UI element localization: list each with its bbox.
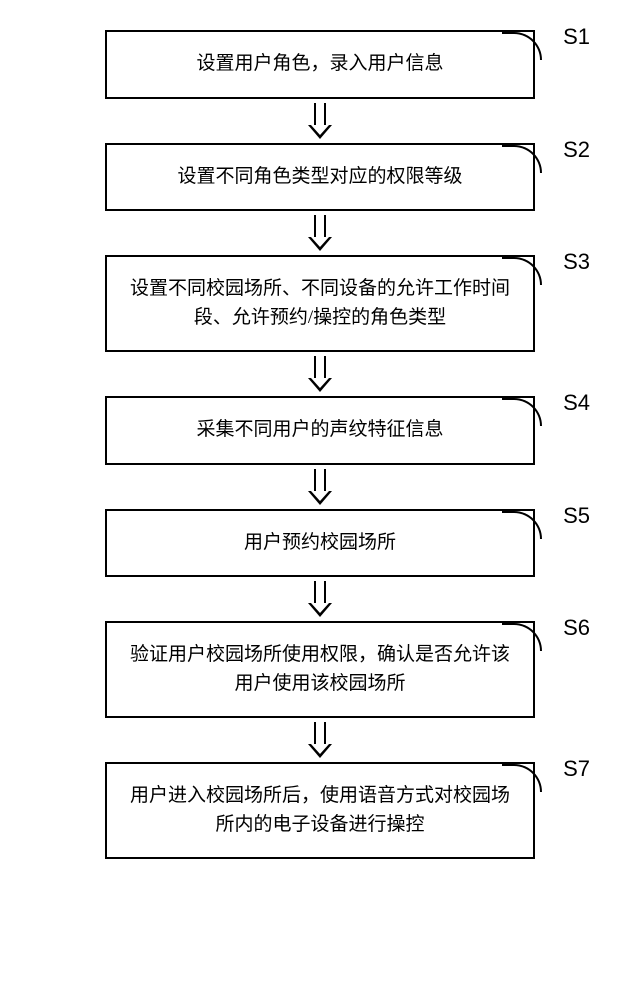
step-text-2: 设置不同角色类型对应的权限等级 [177, 163, 462, 192]
step-label-5: S5 [563, 503, 590, 529]
step-wrap-4: 采集不同用户的声纹特征信息 S4 [40, 396, 600, 465]
arrow-6 [308, 722, 332, 758]
connector-curve-4 [502, 398, 542, 426]
step-label-3: S3 [563, 249, 590, 275]
step-wrap-7: 用户进入校园场所后，使用语音方式对校园场所内的电子设备进行操控 S7 [40, 762, 600, 859]
step-wrap-2: 设置不同角色类型对应的权限等级 S2 [40, 143, 600, 212]
step-box-2: 设置不同角色类型对应的权限等级 [105, 143, 535, 212]
step-text-6: 验证用户校园场所使用权限，确认是否允许该用户使用该校园场所 [127, 641, 513, 698]
connector-curve-2 [502, 145, 542, 173]
step-label-4: S4 [563, 390, 590, 416]
arrow-1 [308, 103, 332, 139]
step-wrap-3: 设置不同校园场所、不同设备的允许工作时间段、允许预约/操控的角色类型 S3 [40, 255, 600, 352]
step-box-1: 设置用户角色，录入用户信息 [105, 30, 535, 99]
step-box-6: 验证用户校园场所使用权限，确认是否允许该用户使用该校园场所 [105, 621, 535, 718]
step-label-7: S7 [563, 756, 590, 782]
step-text-1: 设置用户角色，录入用户信息 [196, 50, 443, 79]
step-label-6: S6 [563, 615, 590, 641]
step-box-5: 用户预约校园场所 [105, 509, 535, 578]
step-text-3: 设置不同校园场所、不同设备的允许工作时间段、允许预约/操控的角色类型 [127, 275, 513, 332]
arrow-3 [308, 356, 332, 392]
step-box-3: 设置不同校园场所、不同设备的允许工作时间段、允许预约/操控的角色类型 [105, 255, 535, 352]
connector-curve-6 [502, 623, 542, 651]
step-label-1: S1 [563, 24, 590, 50]
arrow-2 [308, 215, 332, 251]
step-text-7: 用户进入校园场所后，使用语音方式对校园场所内的电子设备进行操控 [127, 782, 513, 839]
step-text-4: 采集不同用户的声纹特征信息 [196, 416, 443, 445]
step-wrap-1: 设置用户角色，录入用户信息 S1 [40, 30, 600, 99]
step-text-5: 用户预约校园场所 [244, 529, 396, 558]
connector-curve-7 [502, 764, 542, 792]
step-wrap-6: 验证用户校园场所使用权限，确认是否允许该用户使用该校园场所 S6 [40, 621, 600, 718]
step-box-7: 用户进入校园场所后，使用语音方式对校园场所内的电子设备进行操控 [105, 762, 535, 859]
arrow-4 [308, 469, 332, 505]
step-box-4: 采集不同用户的声纹特征信息 [105, 396, 535, 465]
connector-curve-5 [502, 511, 542, 539]
step-label-2: S2 [563, 137, 590, 163]
connector-curve-1 [502, 32, 542, 60]
step-wrap-5: 用户预约校园场所 S5 [40, 509, 600, 578]
flowchart-container: 设置用户角色，录入用户信息 S1 设置不同角色类型对应的权限等级 S2 设置不同… [40, 30, 600, 859]
arrow-5 [308, 581, 332, 617]
connector-curve-3 [502, 257, 542, 285]
